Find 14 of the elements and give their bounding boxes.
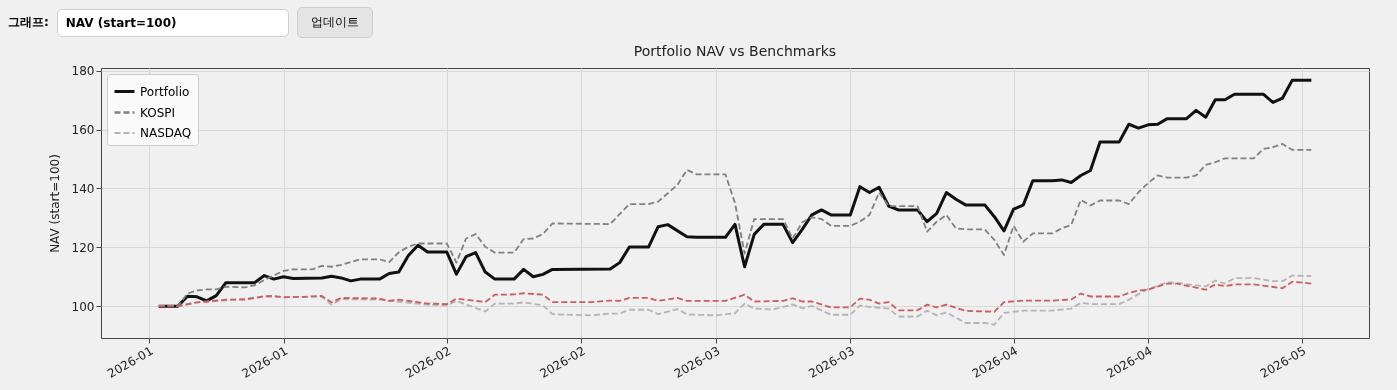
- y-tick-label: 180: [71, 64, 95, 79]
- update-button[interactable]: 업데이트: [296, 7, 373, 38]
- legend-label: NASDAQ: [140, 126, 192, 140]
- text-field[interactable]: NAV (start=100): [56, 8, 289, 37]
- label-text: 그래프:: [8, 14, 49, 31]
- legend-label: KOSPI: [140, 105, 176, 120]
- legend-label: Portfolio: [140, 84, 190, 99]
- y-tick-label: 160: [71, 123, 95, 138]
- line-series: [157, 280, 1313, 313]
- y-tick-label: 140: [71, 181, 95, 196]
- chart-title: Portfolio NAV vs Benchmarks: [633, 42, 837, 59]
- y-tick-label: 100: [71, 299, 95, 314]
- y-axis-title: NAV (start=100): [47, 154, 62, 253]
- y-tick-label: 120: [71, 240, 95, 255]
